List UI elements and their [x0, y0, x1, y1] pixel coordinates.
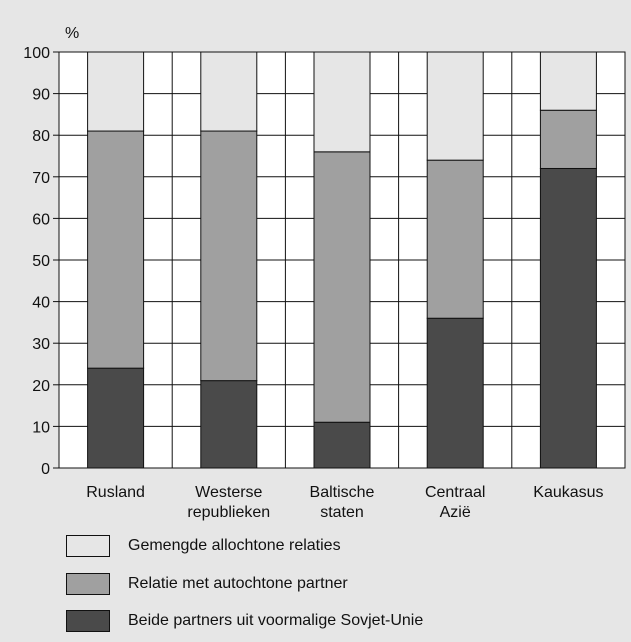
legend-label-mixed-immigrant: Gemengde allochtone relaties — [128, 537, 341, 554]
x-tick-label: Westerse — [195, 484, 262, 501]
y-tick-label: 20 — [32, 378, 50, 395]
bar-segment-2-3 — [200, 51, 258, 132]
y-tick-label: 80 — [32, 128, 50, 145]
bar-segment-3-2 — [313, 151, 371, 423]
y-tick-label: 10 — [32, 419, 50, 436]
bar-segment-3-1 — [313, 421, 371, 469]
bar-segment-3-3 — [313, 51, 371, 153]
x-tick-label: republieken — [187, 504, 270, 521]
y-axis-ticks: 0 10 20 30 40 50 60 70 80 90 100 — [23, 45, 59, 478]
x-tick-label: Azië — [440, 504, 471, 521]
y-tick-label: 30 — [32, 336, 50, 353]
bar-segment-5-1 — [539, 167, 597, 469]
legend-swatch-both-soviet — [66, 610, 110, 632]
y-tick-label: 90 — [32, 87, 50, 104]
x-tick-label: Rusland — [86, 484, 145, 501]
bar-segment-5-3 — [539, 51, 597, 111]
legend-swatch-mixed-immigrant — [66, 535, 110, 557]
legend-swatch-native-partner — [66, 573, 110, 595]
bar-segment-4-3 — [426, 51, 484, 161]
y-tick-label: 70 — [32, 170, 50, 187]
bar-segment-2-2 — [200, 130, 258, 382]
y-unit-label: % — [65, 25, 79, 42]
bar-segment-4-1 — [426, 317, 484, 469]
bars — [87, 51, 597, 469]
bar-segment-2-1 — [200, 380, 258, 469]
plot-border — [58, 51, 626, 469]
bar-segment-5-2 — [539, 109, 597, 169]
legend-label-native-partner: Relatie met autochtone partner — [128, 575, 348, 592]
x-tick-label: staten — [320, 504, 364, 521]
bar-segment-1-3 — [87, 51, 145, 132]
y-tick-label: 100 — [23, 45, 50, 62]
y-tick-label: 40 — [32, 295, 50, 312]
bar-segment-1-2 — [87, 130, 145, 369]
y-tick-label: 50 — [32, 253, 50, 270]
x-axis-labels: Rusland Westerse republieken Baltische state… — [86, 484, 603, 521]
x-tick-label: Centraal — [425, 484, 485, 501]
x-tick-label: Kaukasus — [533, 484, 603, 501]
bar-segment-4-2 — [426, 159, 484, 319]
legend-label-both-soviet: Beide partners uit voormalige Sovjet-Uni… — [128, 612, 424, 629]
y-tick-label: 60 — [32, 211, 50, 228]
x-tick-label: Baltische — [310, 484, 375, 501]
bar-segment-1-1 — [87, 367, 145, 469]
y-tick-label: 0 — [41, 461, 50, 478]
